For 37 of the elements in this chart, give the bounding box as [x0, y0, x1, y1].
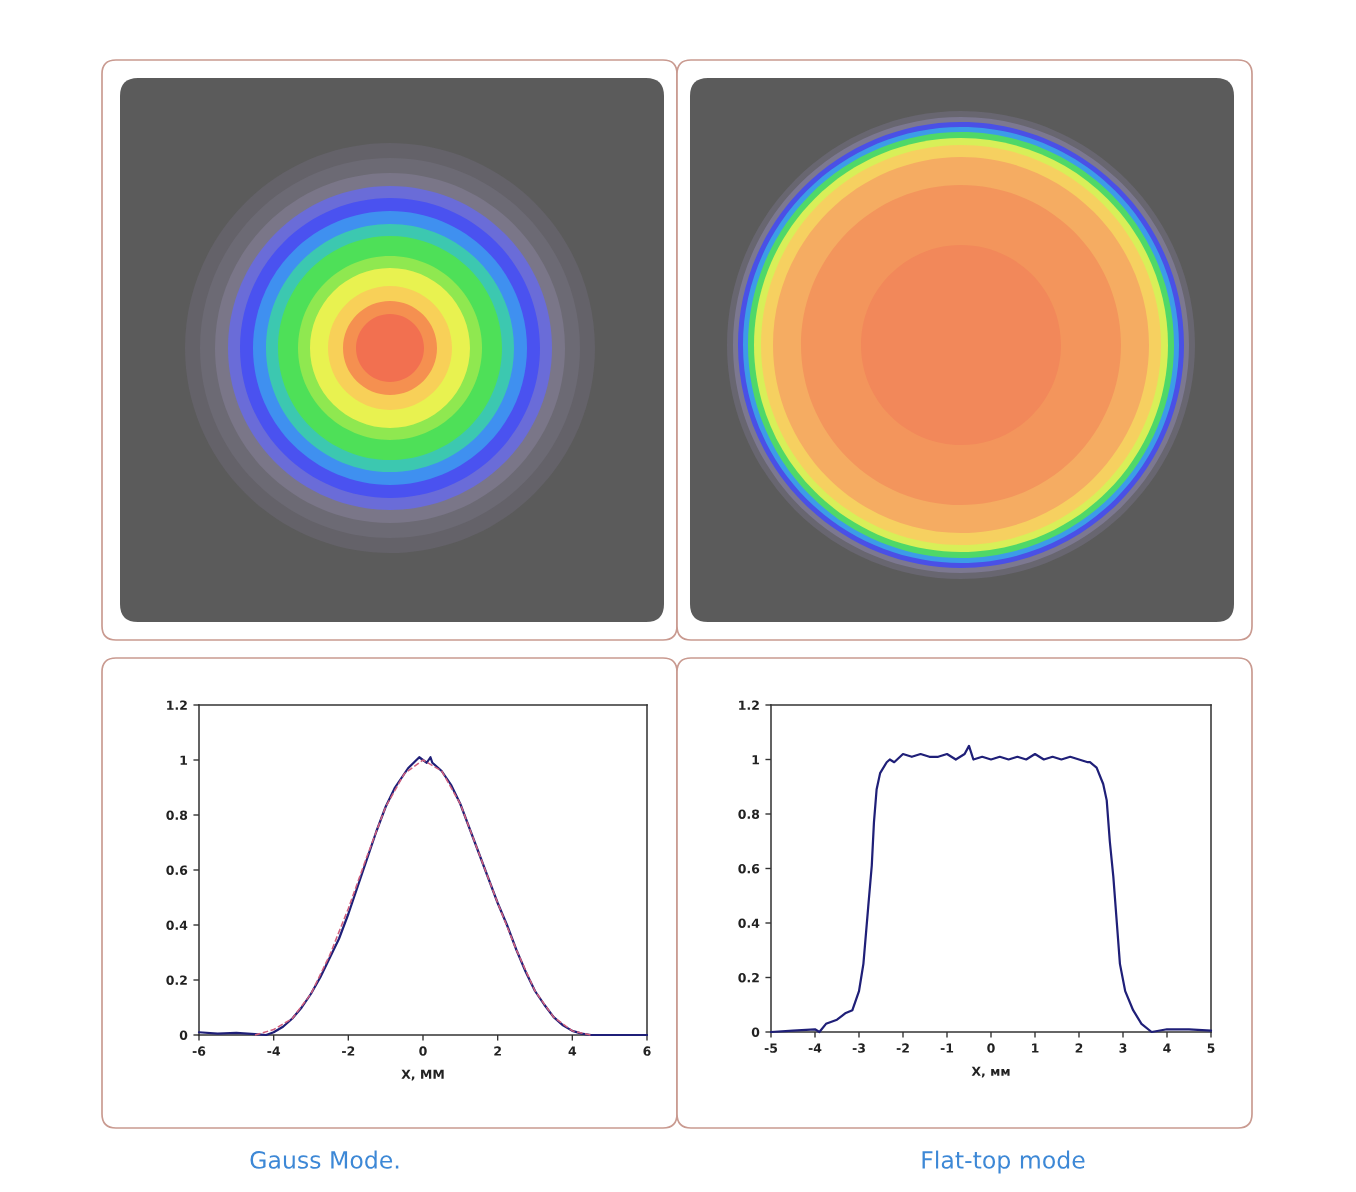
- x-tick-label: -5: [764, 1043, 778, 1053]
- y-tick-label: 0.6: [738, 863, 760, 874]
- y-tick-label: 0.2: [738, 972, 759, 983]
- y-tick-label: 0: [179, 1030, 188, 1040]
- x-tick-label: 5: [1207, 1043, 1215, 1053]
- y-tick-label: 0.4: [166, 920, 188, 930]
- text: Flat-top mode: [922, 1150, 1085, 1174]
- x-tick-label: 3: [1119, 1043, 1127, 1053]
- x-tick-label: -2: [342, 1046, 355, 1056]
- x-tick-label: 2: [1075, 1043, 1083, 1053]
- y-tick-label: 1: [180, 755, 188, 765]
- x-tick-label: 2: [494, 1046, 501, 1056]
- x-tick-label: -3: [852, 1043, 865, 1053]
- y-tick-label: 1.2: [739, 700, 759, 710]
- x-tick-label: -2: [896, 1043, 909, 1053]
- y-tick-label: 0.8: [166, 810, 188, 820]
- x-tick-label: 4: [1163, 1043, 1171, 1053]
- x-tick-label: 0: [987, 1043, 995, 1053]
- x-tick-label: 1: [1032, 1043, 1039, 1053]
- x-tick-label: -4: [267, 1046, 281, 1056]
- y-tick-label: 0.2: [166, 975, 187, 985]
- x-tick-label: 6: [643, 1046, 651, 1056]
- text: Gauss Mode.: [250, 1150, 399, 1169]
- y-tick-label: 0.6: [166, 865, 188, 875]
- x-tick-label: 4: [568, 1046, 577, 1056]
- y-tick-label: 1.2: [167, 700, 187, 710]
- y-tick-label: 0.4: [738, 918, 760, 928]
- x-tick-label: -6: [192, 1046, 206, 1056]
- y-tick-label: 0.8: [738, 809, 760, 819]
- x-tick-label: 0: [419, 1046, 427, 1056]
- y-tick-label: 1: [752, 755, 760, 765]
- x-tick-label: -4: [808, 1043, 822, 1053]
- x-axis-title: X, мм: [971, 1066, 1010, 1078]
- y-tick-label: 0: [751, 1027, 760, 1037]
- line-series: [254, 759, 592, 1036]
- x-axis-title: X, MM: [401, 1069, 444, 1081]
- x-tick-label: -1: [940, 1043, 954, 1053]
